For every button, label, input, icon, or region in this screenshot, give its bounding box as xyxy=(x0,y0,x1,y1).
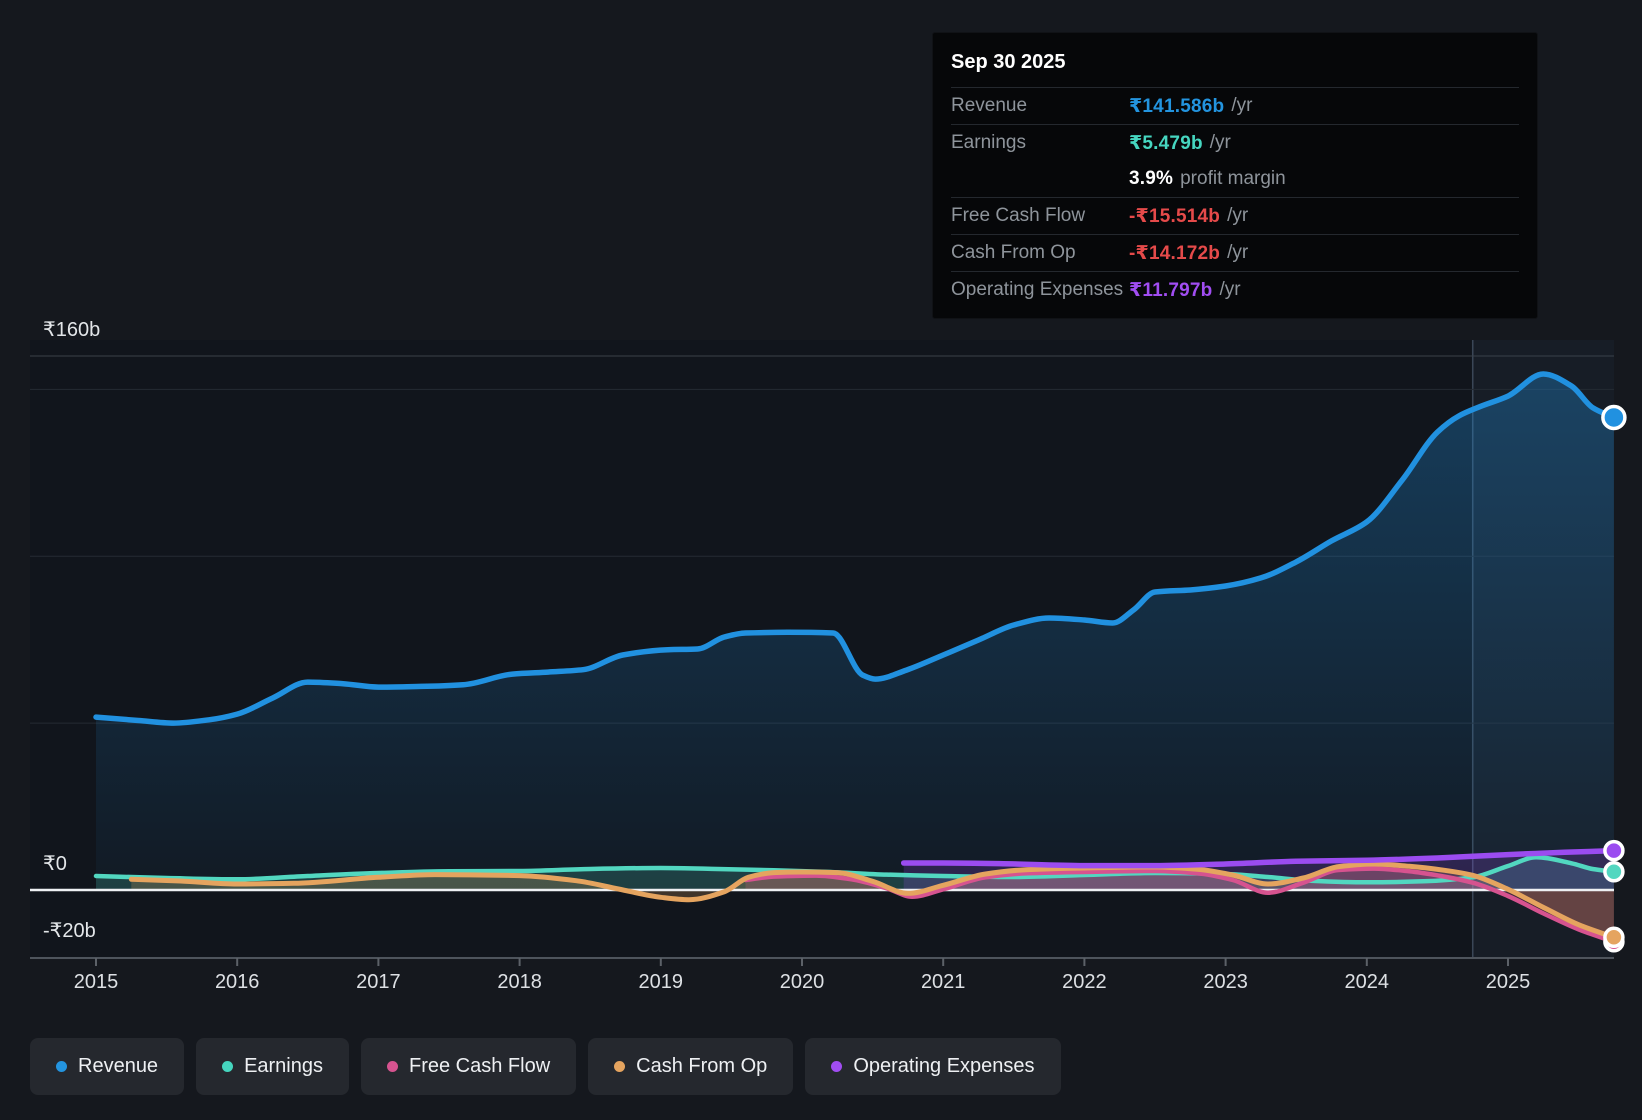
revenue-end-marker[interactable] xyxy=(1601,404,1627,431)
legend-item-label: Earnings xyxy=(244,1055,323,1077)
x-axis-label-2015: 2015 xyxy=(73,971,119,993)
y-axis-label-160b: ₹160b xyxy=(43,319,101,341)
x-axis-label-2023: 2023 xyxy=(1203,971,1248,993)
x-axis-label-2018: 2018 xyxy=(497,971,542,993)
operating-expenses-line xyxy=(900,847,1617,869)
earnings-end-marker[interactable] xyxy=(1603,860,1625,883)
legend-item-revenue[interactable]: Revenue xyxy=(30,1038,185,1095)
legend-item-label: Operating Expenses xyxy=(853,1055,1035,1077)
legend-item-free-cash-flow[interactable]: Free Cash Flow xyxy=(361,1038,577,1095)
x-axis-label-2020: 2020 xyxy=(779,971,825,993)
legend-item-label: Revenue xyxy=(78,1055,159,1077)
tooltip-row-value: ₹141.586b xyxy=(1129,95,1225,117)
tooltip-row-label: Cash From Op xyxy=(951,242,1076,263)
free-cash-flow-area xyxy=(745,868,1614,942)
tooltip-row-value: ₹5.479b xyxy=(1129,132,1203,154)
legend-dot-icon xyxy=(831,1061,843,1072)
tooltip-row-value: -₹14.172b xyxy=(1129,242,1221,264)
tooltip-row-suffix: profit margin xyxy=(1180,168,1286,189)
tooltip-row-label: Operating Expenses xyxy=(951,279,1124,300)
x-axis-label-2017: 2017 xyxy=(356,971,401,993)
x-axis-label-2021: 2021 xyxy=(920,971,966,993)
x-axis-label-2019: 2019 xyxy=(638,971,684,993)
tooltip-row-suffix: /yr xyxy=(1227,242,1249,263)
revenue-line xyxy=(93,371,1617,726)
tooltip-row-label: Revenue xyxy=(951,95,1028,116)
tooltip-row-suffix: /yr xyxy=(1231,95,1253,116)
legend-item-cash-from-op[interactable]: Cash From Op xyxy=(588,1038,794,1095)
tooltip-row-value: ₹11.797b xyxy=(1129,279,1213,301)
x-axis-label-2025: 2025 xyxy=(1485,971,1531,993)
revenue-area xyxy=(96,374,1614,890)
x-axis-label-2016: 2016 xyxy=(214,971,260,993)
legend-item-operating-expenses[interactable]: Operating Expenses xyxy=(805,1038,1061,1095)
legend-item-earnings[interactable]: Earnings xyxy=(196,1038,349,1095)
tooltip-row-suffix: /yr xyxy=(1209,132,1231,153)
earnings-line xyxy=(93,855,1617,885)
chart-legend: Revenue Earnings Free Cash Flow Cash From O… xyxy=(30,1038,1061,1095)
legend-dot-icon xyxy=(614,1061,626,1072)
y-axis-label--20b: -₹20b xyxy=(43,919,96,942)
cash-from-op-end-marker[interactable] xyxy=(1603,926,1625,949)
legend-dot-icon xyxy=(222,1061,234,1072)
tooltip-row-free-cash-flow: Free Cash Flow -₹15.514b/yr xyxy=(951,197,1519,234)
tooltip-row-profit-margin: 3.9% profit margin xyxy=(951,161,1519,197)
legend-item-label: Cash From Op xyxy=(636,1055,768,1077)
legend-dot-icon xyxy=(56,1061,67,1072)
legend-item-label: Free Cash Flow xyxy=(409,1055,551,1077)
tooltip-row-suffix: /yr xyxy=(1227,205,1249,226)
tooltip-row-operating-expenses: Operating Expenses ₹11.797b/yr xyxy=(951,271,1519,308)
chart-tooltip: Sep 30 2025 Revenue ₹141.586b/yr Earnings ₹… xyxy=(932,32,1538,319)
tooltip-row-value: -₹15.514b xyxy=(1129,205,1221,227)
tooltip-row-revenue: Revenue ₹141.586b/yr xyxy=(951,87,1519,124)
operating-expenses-end-marker[interactable] xyxy=(1603,839,1625,862)
tooltip-row-label: Earnings xyxy=(951,132,1026,153)
tooltip-row-value: 3.9% xyxy=(1129,168,1174,189)
cash-from-op-line xyxy=(128,861,1617,940)
tooltip-date: Sep 30 2025 xyxy=(951,51,1066,73)
tooltip-row-earnings: Earnings ₹5.479b/yr xyxy=(951,124,1519,161)
y-axis-label-0b: ₹0 xyxy=(43,853,67,875)
tooltip-row-label: Free Cash Flow xyxy=(951,205,1086,226)
tooltip-rows: Revenue ₹141.586b/yr Earnings ₹5.479b/yr 3.9… xyxy=(951,87,1519,308)
x-axis-label-2024: 2024 xyxy=(1344,971,1390,993)
x-axis-label-2022: 2022 xyxy=(1062,971,1107,993)
legend-dot-icon xyxy=(387,1061,398,1072)
tooltip-row-cash-from-op: Cash From Op -₹14.172b/yr xyxy=(951,234,1519,271)
tooltip-row-suffix: /yr xyxy=(1219,279,1241,300)
